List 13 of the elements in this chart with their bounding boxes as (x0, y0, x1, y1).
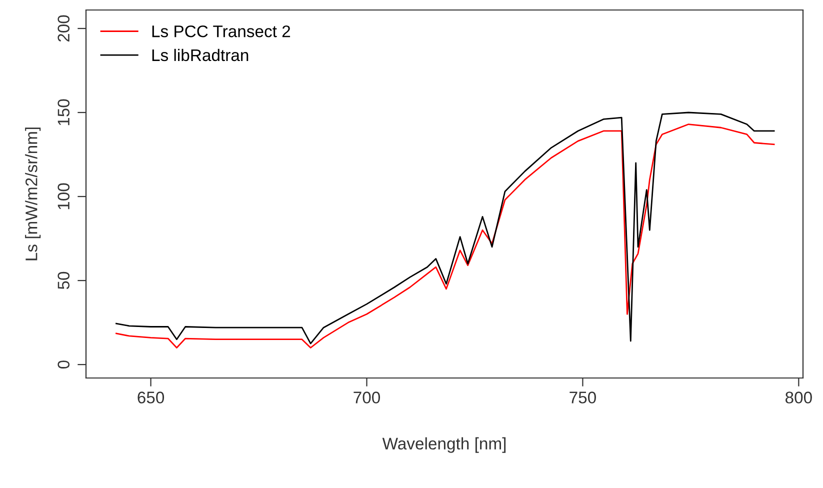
x-tick-label: 700 (354, 392, 380, 404)
y-tick-label: 150 (58, 99, 70, 126)
x-tick-label: 650 (138, 392, 164, 404)
x-tick-label: 750 (570, 392, 596, 404)
y-tick-label: 0 (58, 360, 70, 369)
y-axis-title: Ls [mW/m2/sr/nm] (25, 128, 41, 260)
x-tick-label: 800 (786, 392, 812, 404)
y-tick-label: 100 (58, 183, 70, 210)
legend-label: Ls libRadtran (152, 48, 248, 62)
y-tick-label: 200 (58, 15, 70, 42)
y-tick-label: 50 (58, 272, 70, 290)
x-axis-title: Wavelength [nm] (382, 437, 506, 453)
legend-label: Ls PCC Transect 2 (152, 25, 290, 38)
